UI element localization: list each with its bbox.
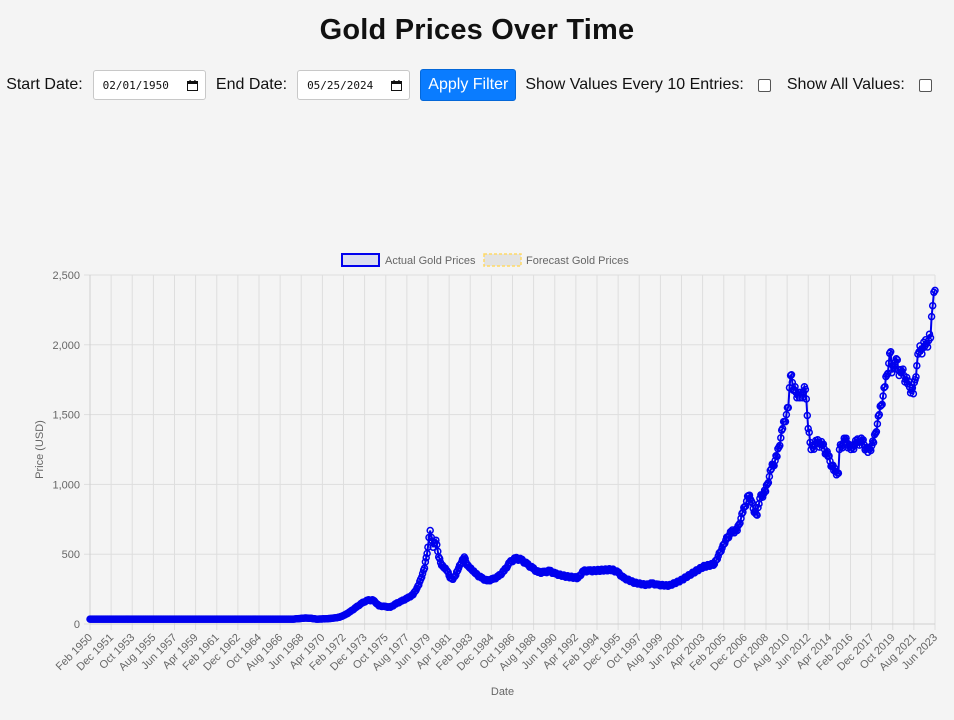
data-point	[909, 389, 918, 398]
data-point	[435, 554, 444, 563]
data-point	[819, 440, 828, 448]
data-point	[741, 502, 750, 510]
data-point	[913, 361, 921, 370]
data-point	[422, 553, 430, 562]
data-point	[804, 424, 812, 433]
y-tick-label: 2,000	[52, 340, 80, 352]
data-point	[878, 400, 886, 409]
data-point	[893, 356, 902, 364]
end-date-value: 05/25/2024	[307, 78, 374, 92]
data-point	[421, 558, 430, 566]
data-point	[873, 420, 882, 428]
data-point	[753, 511, 761, 519]
data-point	[805, 428, 813, 437]
data-point	[912, 373, 920, 381]
data-point	[818, 441, 827, 450]
end-date-label: End Date:	[215, 76, 288, 93]
data-point	[758, 493, 767, 501]
data-point	[803, 411, 812, 420]
data-point	[880, 383, 888, 392]
data-point	[892, 355, 901, 363]
data-point	[514, 556, 523, 564]
end-date-input[interactable]: 05/25/2024	[297, 70, 411, 100]
data-point	[881, 382, 889, 391]
y-tick-label: 2,500	[52, 270, 80, 282]
legend-swatch-forecast	[483, 253, 522, 267]
data-point	[781, 417, 790, 426]
legend-label-forecast: Forecast Gold Prices	[526, 255, 629, 267]
data-point	[877, 401, 885, 410]
start-date-label: Start Date:	[6, 76, 83, 93]
data-point	[778, 424, 787, 433]
data-point	[770, 461, 778, 470]
filter-bar: Start Date: 02/01/1950 End Date: 05/25/2…	[0, 68, 954, 102]
all-values-checkbox[interactable]	[918, 78, 932, 92]
data-point	[886, 348, 895, 356]
data-point	[754, 503, 762, 512]
data-point	[926, 334, 935, 342]
data-point	[849, 445, 858, 453]
data-point	[776, 441, 784, 450]
data-point	[872, 428, 881, 436]
data-point	[417, 573, 426, 581]
start-date-input[interactable]: 02/01/1950	[92, 70, 206, 100]
page-title: Gold Prices Over Time	[319, 14, 635, 46]
data-point	[716, 548, 724, 556]
legend-label-actual: Actual Gold Prices	[385, 255, 476, 267]
data-point	[867, 446, 875, 455]
calendar-icon[interactable]	[391, 79, 403, 91]
data-point	[885, 359, 893, 368]
data-point	[834, 469, 843, 477]
legend-swatch-actual	[341, 253, 380, 267]
data-point	[879, 392, 887, 400]
data-point	[875, 410, 884, 419]
data-point	[825, 452, 833, 460]
data-point	[782, 410, 791, 419]
data-point	[773, 452, 781, 461]
data-point	[917, 346, 925, 354]
data-point	[876, 402, 884, 410]
data-point	[858, 437, 866, 445]
data-point	[784, 403, 793, 412]
data-point	[433, 540, 441, 549]
data-point	[752, 510, 760, 518]
calendar-icon[interactable]	[186, 79, 198, 91]
data-point	[927, 312, 936, 321]
data-point	[842, 434, 850, 442]
data-point	[802, 395, 811, 403]
y-axis-title: Price (USD)	[34, 420, 46, 479]
data-point	[884, 369, 892, 378]
data-point	[461, 554, 469, 563]
start-date-value: 02/01/1950	[102, 78, 169, 92]
data-point	[712, 556, 721, 564]
data-point	[787, 371, 796, 379]
data-point	[426, 526, 434, 535]
apply-filter-button[interactable]: Apply Filter	[420, 69, 517, 101]
data-point	[931, 286, 939, 295]
data-point	[736, 519, 744, 527]
data-point	[424, 543, 432, 551]
data-point	[720, 540, 728, 548]
every-10-checkbox[interactable]	[757, 78, 771, 92]
y-tick-label: 0	[74, 619, 80, 631]
data-point	[925, 330, 934, 338]
data-point	[432, 536, 440, 544]
every-10-label: Show Values Every 10 Entries:	[525, 76, 744, 93]
data-point	[928, 301, 937, 310]
data-point	[859, 436, 867, 444]
all-values-label: Show All Values:	[786, 76, 905, 93]
y-tick-label: 500	[62, 549, 80, 561]
data-point	[869, 438, 878, 447]
data-point	[801, 385, 810, 394]
x-axis-title: Date	[491, 686, 514, 698]
data-point	[823, 447, 831, 456]
data-point	[777, 434, 785, 442]
y-tick-label: 1,000	[52, 479, 80, 491]
data-point	[771, 456, 779, 465]
y-tick-label: 1,500	[52, 410, 80, 422]
